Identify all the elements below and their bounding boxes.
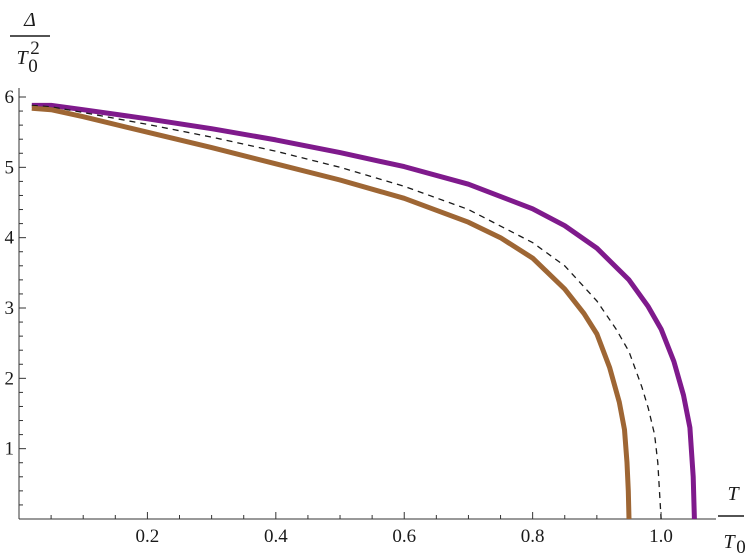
y-tick-label: 5 — [5, 157, 15, 178]
series-line-2 — [31, 104, 662, 520]
x-tick-label: 0.6 — [392, 526, 416, 547]
y-tick-label: 4 — [5, 228, 15, 249]
y-tick-label: 1 — [5, 439, 15, 460]
x-tick-label: 0.4 — [264, 526, 288, 547]
x-axis-label: T T 0 — [718, 483, 746, 558]
y-axis-label-subscript: 0 — [28, 56, 38, 77]
y-axis-label-denominator: T — [16, 47, 29, 69]
x-axis-label-numerator: T — [727, 483, 740, 505]
x-axis-label-subscript: 0 — [736, 537, 746, 558]
series-layer — [31, 102, 697, 520]
y-axis-label-superscript: 2 — [30, 38, 40, 59]
x-tick-label: 0.2 — [136, 526, 160, 547]
x-axis-label-denominator: T — [723, 531, 736, 553]
y-axis-label-numerator: Δ — [23, 9, 36, 31]
x-tick-label: 1.0 — [649, 526, 673, 547]
y-tick-label: 2 — [5, 368, 15, 389]
series-line-1 — [31, 102, 697, 520]
y-tick-label: 3 — [5, 298, 15, 319]
axes — [18, 88, 716, 520]
x-tick-label: 0.8 — [521, 526, 545, 547]
y-axis-label: Δ T 0 2 — [10, 9, 50, 77]
series-line-3 — [31, 105, 632, 520]
y-tick-label: 6 — [5, 87, 15, 108]
